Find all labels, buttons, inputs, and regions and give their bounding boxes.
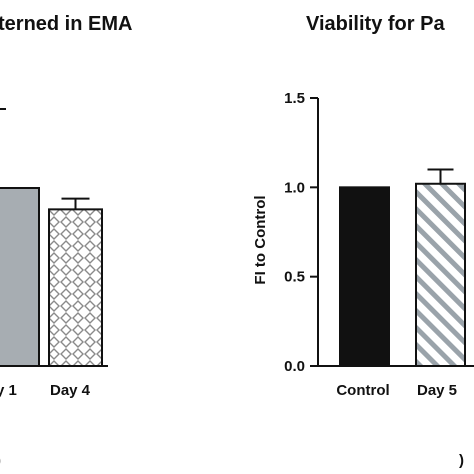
left-bar xyxy=(48,208,103,367)
right-y-tick-label: 0.5 xyxy=(284,269,305,286)
left-category-label: y 1 xyxy=(0,382,17,399)
right-y-tick-label: 1.0 xyxy=(284,179,305,196)
right-category-label: Control xyxy=(336,382,389,399)
left-bars xyxy=(0,187,103,367)
right-y-tick-label: 0.0 xyxy=(284,358,305,375)
right-panel: Viability for Pa FI to Control 0.0 0.5 1.0… xyxy=(252,13,474,469)
right-bars xyxy=(339,168,466,367)
left-panel-title: terned in EMA xyxy=(0,13,132,35)
right-bar xyxy=(415,182,466,367)
left-panel: terned in EMA y 1 Day 4 ) xyxy=(0,13,132,469)
right-bar xyxy=(339,186,390,367)
left-panel-letter: ) xyxy=(0,452,1,469)
left-category-label: Day 4 xyxy=(50,382,91,399)
right-panel-title: Viability for Pa xyxy=(306,13,445,35)
right-y-tick-label: 1.5 xyxy=(284,90,305,107)
right-panel-letter: ) xyxy=(459,452,464,469)
left-bar xyxy=(0,187,40,367)
right-y-ticks: 0.0 0.5 1.0 1.5 xyxy=(284,90,318,375)
right-y-axis-label: FI to Control xyxy=(252,195,269,284)
right-category-label: Day 5 xyxy=(417,382,457,399)
